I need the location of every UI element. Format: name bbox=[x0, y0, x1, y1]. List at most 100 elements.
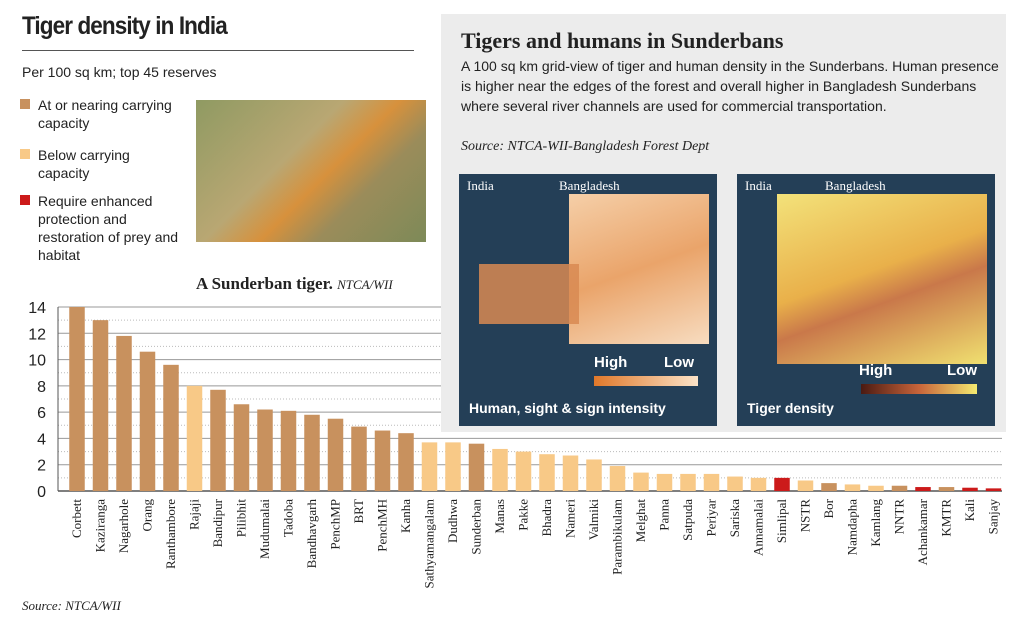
x-tick-label: PenchMH bbox=[375, 499, 390, 552]
map-caption: Human, sight & sign intensity bbox=[469, 400, 666, 416]
x-tick-label: Valmiki bbox=[586, 499, 601, 541]
x-tick-label: Periyar bbox=[704, 498, 719, 536]
y-tick-label: 12 bbox=[28, 326, 46, 343]
x-tick-label: Namdapha bbox=[845, 499, 860, 556]
bar-namdapha bbox=[844, 484, 861, 491]
legend-item-at-capacity: At or nearing carrying capacity bbox=[20, 96, 180, 132]
bar-nameri bbox=[562, 455, 579, 491]
x-tick-label: Kanha bbox=[398, 499, 413, 533]
bar-kamlang bbox=[868, 485, 884, 491]
bar-kanha bbox=[398, 433, 414, 491]
bar-kmtr bbox=[938, 487, 955, 491]
x-tick-label: Bandipur bbox=[210, 498, 225, 547]
panel-source: Source: NTCA-WII-Bangladesh Forest Dept bbox=[461, 139, 710, 154]
x-tick-label: Tadoba bbox=[281, 499, 296, 537]
bar-penchmp bbox=[327, 418, 344, 491]
x-tick-label: Bhadra bbox=[539, 499, 554, 537]
tiger-density-map: India Bangladesh High Low Tiger density bbox=[737, 174, 995, 426]
map-land bbox=[569, 194, 709, 344]
x-tick-label: Corbett bbox=[69, 499, 84, 538]
y-tick-label: 6 bbox=[37, 405, 46, 422]
map-label-bangladesh: Bangladesh bbox=[559, 178, 620, 193]
legend-item-enhanced-protection: Require enhanced protection and restorat… bbox=[20, 192, 180, 264]
bar-kali bbox=[962, 487, 978, 491]
bar-bandipur bbox=[210, 389, 226, 491]
x-tick-label: Mudumalai bbox=[257, 499, 272, 559]
sunderbans-panel: Tigers and humans in Sunderbans A 100 sq… bbox=[441, 14, 1006, 432]
x-tick-label: Satpuda bbox=[680, 499, 695, 541]
map-label-bangladesh: Bangladesh bbox=[825, 178, 886, 193]
x-tick-label: Kaziranga bbox=[93, 499, 108, 553]
x-tick-label: Sanjay bbox=[986, 499, 1001, 535]
bar-sanjay bbox=[985, 488, 1002, 491]
title-divider bbox=[22, 50, 414, 51]
x-tick-label: Orang bbox=[140, 499, 155, 532]
map-caption: Tiger density bbox=[747, 400, 834, 416]
x-tick-label: Panna bbox=[657, 499, 672, 531]
bar-kaziranga bbox=[92, 320, 109, 491]
bar-melghat bbox=[633, 472, 649, 491]
bar-annamalai bbox=[750, 477, 767, 491]
bar-mudumalai bbox=[257, 409, 273, 491]
bar-parambikulam bbox=[609, 466, 626, 491]
x-tick-label: NNTR bbox=[892, 499, 907, 535]
x-tick-label: Rajaji bbox=[187, 499, 202, 530]
x-tick-label: Pakke bbox=[516, 499, 531, 531]
color-scale bbox=[594, 376, 698, 386]
x-tick-label: BRT bbox=[351, 499, 366, 524]
bar-valmiki bbox=[586, 459, 602, 491]
bar-pakke bbox=[515, 451, 532, 491]
x-tick-label: Dudhwa bbox=[445, 499, 460, 543]
x-tick-label: Nagarhole bbox=[116, 499, 131, 553]
x-tick-label: PenchMP bbox=[328, 499, 343, 550]
y-tick-label: 14 bbox=[28, 300, 46, 317]
bar-bor bbox=[821, 483, 837, 491]
bar-panna bbox=[656, 473, 673, 491]
bar-nntr bbox=[891, 485, 908, 491]
bar-penchmh bbox=[374, 430, 391, 491]
x-tick-label: Annamalai bbox=[751, 499, 766, 556]
x-tick-label: Bor bbox=[821, 498, 836, 518]
chart-source: Source: NTCA/WII bbox=[22, 598, 121, 613]
bar-achankamar bbox=[915, 487, 931, 491]
photo-caption: A Sunderban tiger. NTCA/WII bbox=[196, 274, 393, 293]
bar-periyar bbox=[703, 473, 720, 491]
bar-manas bbox=[492, 448, 508, 491]
x-tick-label: Kali bbox=[962, 499, 977, 522]
map-land bbox=[479, 264, 579, 324]
x-tick-label: Parambikulam bbox=[610, 499, 625, 575]
scale-low-label: Low bbox=[947, 362, 977, 379]
bar-tadoba bbox=[280, 410, 297, 491]
y-tick-label: 2 bbox=[37, 458, 46, 475]
map-label-india: India bbox=[745, 178, 772, 193]
bar-sathyamangalam bbox=[421, 442, 438, 491]
x-tick-label: Achankamar bbox=[915, 498, 930, 565]
y-tick-label: 4 bbox=[37, 431, 46, 448]
map-label-india: India bbox=[467, 178, 494, 193]
bar-rajaji bbox=[186, 385, 203, 491]
bar-bhadra bbox=[539, 454, 555, 491]
color-scale bbox=[861, 384, 977, 394]
bar-orang bbox=[139, 351, 156, 491]
x-tick-label: KMTR bbox=[939, 499, 954, 537]
page-title: Tiger density in India bbox=[22, 12, 228, 40]
map-land bbox=[777, 194, 987, 364]
tiger-photo bbox=[196, 100, 426, 242]
y-tick-label: 0 bbox=[37, 484, 46, 501]
bar-ranthambore bbox=[163, 364, 179, 491]
bar-bandhavgarh bbox=[304, 414, 320, 491]
x-tick-label: Ranthambore bbox=[163, 499, 178, 569]
x-tick-label: Sunderban bbox=[469, 499, 484, 555]
subtitle: Per 100 sq km; top 45 reserves bbox=[22, 64, 217, 80]
y-tick-label: 8 bbox=[37, 379, 46, 396]
bar-nagarhole bbox=[116, 335, 132, 491]
x-tick-label: Nameri bbox=[563, 499, 578, 538]
x-tick-label: NSTR bbox=[798, 499, 813, 533]
scale-high-label: High bbox=[859, 362, 893, 379]
scale-low-label: Low bbox=[664, 354, 694, 371]
x-tick-label: Melghat bbox=[633, 499, 648, 543]
x-tick-label: Manas bbox=[492, 499, 507, 534]
x-tick-label: Pilibhit bbox=[234, 499, 249, 538]
x-tick-label: Kamlang bbox=[868, 499, 883, 547]
bar-satpuda bbox=[680, 473, 696, 491]
